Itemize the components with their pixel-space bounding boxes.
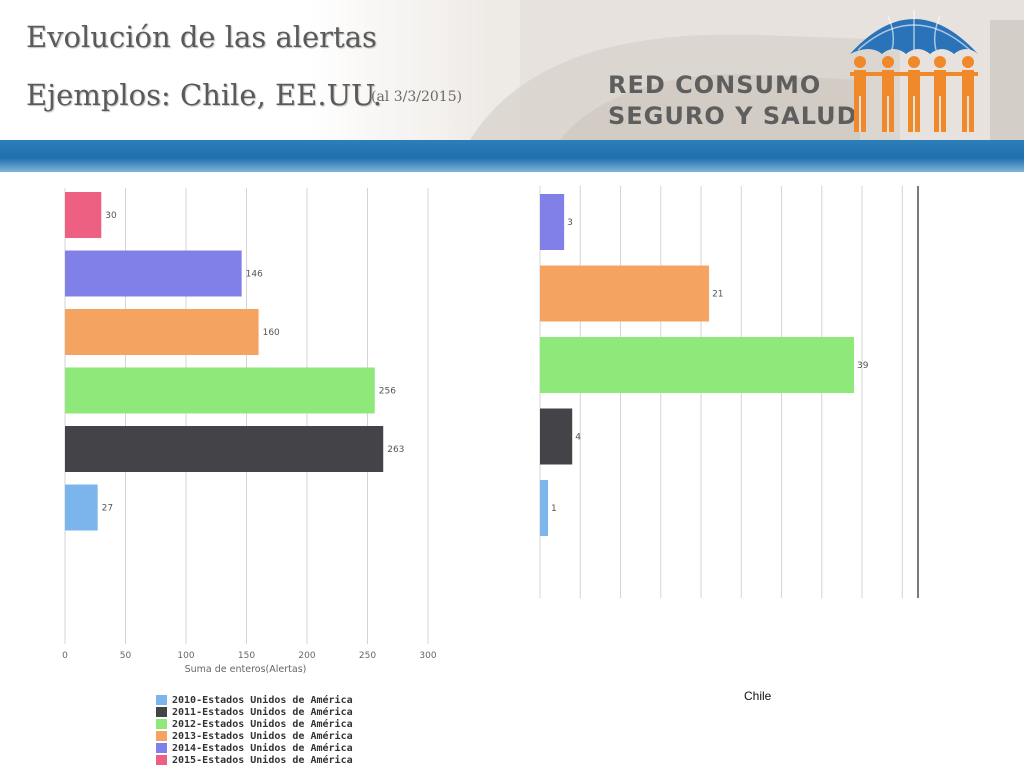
legend-item: 2010-Estados Unidos de América <box>156 695 353 707</box>
bar <box>65 426 384 472</box>
bar <box>65 250 242 297</box>
legend-swatch <box>156 731 167 741</box>
legend-swatch <box>156 743 167 753</box>
data-label: 1 <box>551 504 557 514</box>
bar <box>65 367 375 414</box>
data-label: 30 <box>105 211 117 221</box>
data-label: 4 <box>575 433 581 443</box>
chile-alerts-bar-chart: 3 21 39 4 1 <box>539 186 919 598</box>
brand-line1: RED CONSUMO <box>608 71 822 99</box>
chile-chart-label: Chile <box>744 689 772 703</box>
bar <box>65 309 259 355</box>
slide-title-line1: Evolución de las alertas <box>26 20 377 54</box>
date-note: (al 3/3/2015) <box>371 89 463 105</box>
legend-label: 2012-Estados Unidos de América <box>172 719 353 730</box>
data-label: 3 <box>567 218 573 228</box>
legend-swatch <box>156 755 167 765</box>
bar <box>65 484 98 531</box>
x-tick-label: 100 <box>177 651 194 661</box>
x-tick-label: 50 <box>120 651 132 661</box>
legend-label: 2011-Estados Unidos de América <box>172 707 353 718</box>
umbrella-people-logo-icon <box>850 10 978 132</box>
legend-label: 2013-Estados Unidos de América <box>172 731 353 742</box>
data-label: 256 <box>379 387 396 397</box>
bar <box>540 194 565 250</box>
x-tick-label: 250 <box>359 651 376 661</box>
data-label: 21 <box>712 290 723 300</box>
bar <box>540 480 549 536</box>
data-label: 146 <box>246 270 263 280</box>
legend-item: 2013-Estados Unidos de América <box>156 731 353 743</box>
legend-label: 2014-Estados Unidos de América <box>172 743 353 754</box>
legend-item: 2015-Estados Unidos de América <box>156 755 353 767</box>
bar <box>540 408 573 465</box>
brand-line2: SEGURO Y SALUD <box>608 102 858 130</box>
slide-header: Evolución de las alertas Ejemplos: Chile… <box>0 0 1024 172</box>
data-label: 39 <box>857 361 869 371</box>
legend-swatch <box>156 707 167 717</box>
x-tick-label: 0 <box>62 651 68 661</box>
legend-swatch <box>156 719 167 729</box>
data-label: 27 <box>102 504 113 514</box>
legend-item: 2014-Estados Unidos de América <box>156 743 353 755</box>
legend-item: 2011-Estados Unidos de América <box>156 707 353 719</box>
bar <box>65 192 102 238</box>
slide-title-line2: Ejemplos: Chile, EE.UU. <box>26 78 383 112</box>
legend-item: 2012-Estados Unidos de América <box>156 719 353 731</box>
bar <box>540 337 854 393</box>
x-tick-label: 200 <box>298 651 315 661</box>
x-tick-label: 150 <box>238 651 255 661</box>
brand-name: RED CONSUMO SEGURO Y SALUD <box>608 70 858 132</box>
legend-label: 2015-Estados Unidos de América <box>172 755 353 766</box>
header-blue-band <box>0 140 1024 172</box>
bar <box>540 265 710 322</box>
x-axis-title: Suma de enteros(Alertas) <box>185 664 307 675</box>
usa-alerts-bar-chart: 0 50 100 150 200 250 300 30 146 160 256 263 27 Suma d… <box>62 188 437 675</box>
data-label: 263 <box>387 445 404 455</box>
legend-label: 2010-Estados Unidos de América <box>172 695 353 706</box>
legend-swatch <box>156 695 167 705</box>
x-tick-label: 300 <box>419 651 436 661</box>
data-label: 160 <box>263 328 280 338</box>
